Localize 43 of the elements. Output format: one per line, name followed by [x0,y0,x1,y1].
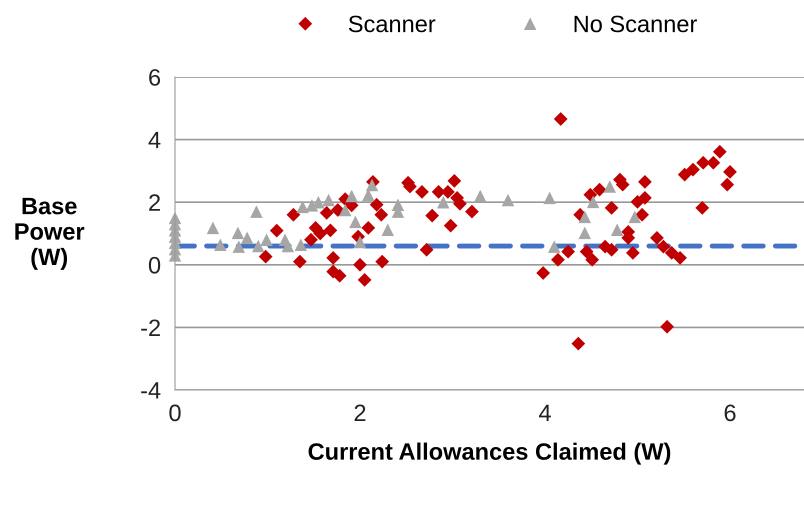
point [610,223,624,236]
point [382,223,394,236]
x-tick-label: 2 [354,404,366,421]
point [345,190,358,202]
point [502,194,514,206]
point [474,190,486,202]
point [260,234,273,246]
legend-label: Scanner [348,16,436,32]
point [252,240,264,252]
y-tick-label: -2 [141,319,160,336]
point [338,204,352,216]
point [586,196,600,208]
x-axis-title: Current Allowances Claimed (W) [308,442,670,465]
point [214,238,227,252]
point [296,200,309,214]
x-tick-label: 4 [538,404,551,421]
point [349,216,362,228]
x-tick-label: 0 [169,404,181,422]
point [206,222,220,234]
y-tick-label: 4 [148,132,160,148]
point [392,198,404,211]
y-tick-label: 0 [148,256,160,274]
legend-label: No Scanner [574,16,697,32]
point [240,232,254,244]
y-tick-label: 2 [149,194,160,211]
point [548,240,560,253]
point [232,240,246,253]
point [604,180,616,193]
point [578,226,592,240]
x-tick-label: 6 [724,404,736,422]
point [543,192,556,204]
point [232,226,244,240]
y-tick-label: 6 [149,69,160,86]
point [628,210,641,224]
point [250,205,263,218]
point [354,236,366,248]
point [322,194,335,206]
point [578,210,592,224]
point [366,178,378,192]
point [437,196,450,208]
point [294,238,308,252]
y-axis-title: Base Power (W) [15,198,84,270]
y-tick-label: -4 [141,382,160,399]
